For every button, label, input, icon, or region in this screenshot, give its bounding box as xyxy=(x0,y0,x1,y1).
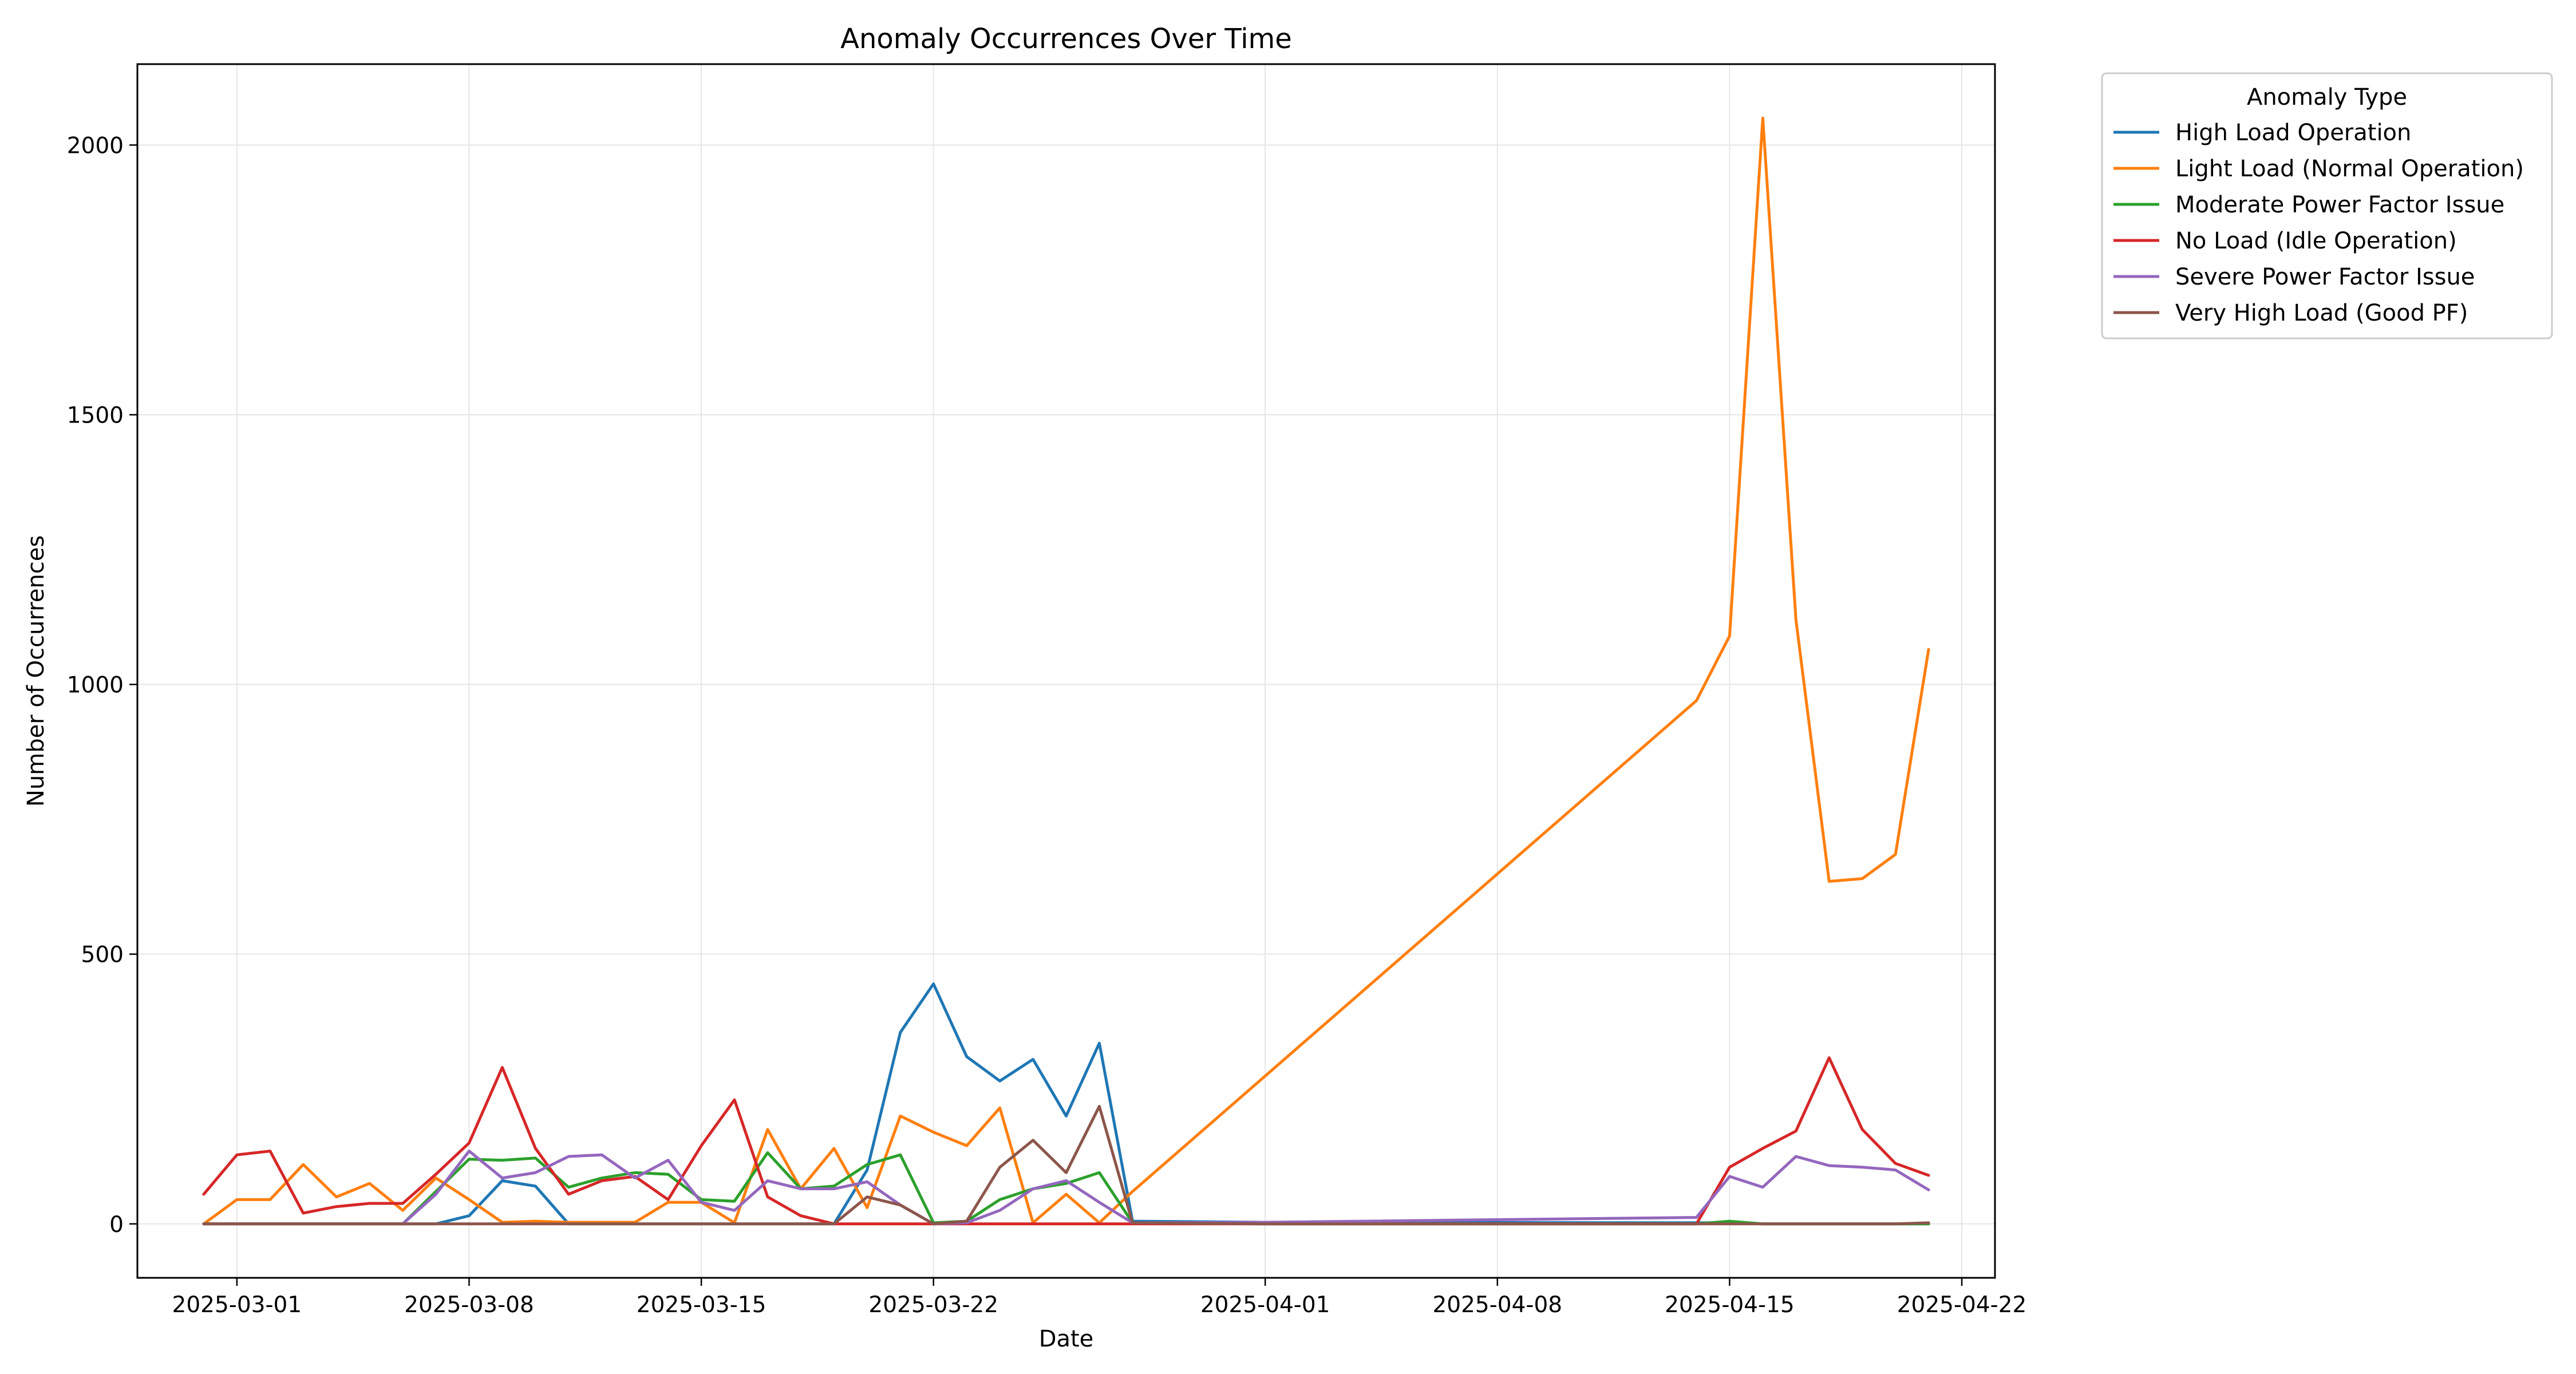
legend-item: High Load Operation xyxy=(2113,120,2411,146)
legend-label: No Load (Idle Operation) xyxy=(2175,228,2457,254)
legend-title: Anomaly Type xyxy=(2247,84,2407,110)
legend-item: Very High Load (Good PF) xyxy=(2113,300,2468,326)
x-tick-label: 2025-03-01 xyxy=(172,1292,302,1318)
legend-items: High Load Operation Light Load (Normal Op… xyxy=(2113,120,2524,326)
plot-area-frame xyxy=(136,63,1996,1279)
legend-label: Severe Power Factor Issue xyxy=(2175,264,2475,290)
y-tick-label: 1000 xyxy=(67,673,124,698)
y-axis-title: Number of Occurrences xyxy=(23,535,49,807)
axis-ticks: 2025-03-01 2025-03-08 2025-03-15 2025-03-22… xyxy=(67,133,2027,1318)
series-lines xyxy=(202,116,1930,1226)
legend-label: High Load Operation xyxy=(2175,120,2411,146)
chart-title: Anomaly Occurrences Over Time xyxy=(840,23,1292,55)
y-tick-label: 500 xyxy=(81,942,124,968)
legend-label: Moderate Power Factor Issue xyxy=(2175,192,2504,218)
legend-item: Light Load (Normal Operation) xyxy=(2113,156,2524,182)
legend: Anomaly Type High Load Operation Light Lo… xyxy=(2101,72,2553,339)
x-tick-label: 2025-04-15 xyxy=(1665,1292,1795,1318)
x-tick-label: 2025-03-22 xyxy=(868,1292,998,1318)
series-line xyxy=(202,1150,1930,1226)
series-line xyxy=(202,1056,1930,1226)
legend-item: Moderate Power Factor Issue xyxy=(2113,192,2504,218)
y-tick-label: 0 xyxy=(109,1212,124,1238)
legend-item: Severe Power Factor Issue xyxy=(2113,264,2475,290)
x-tick-label: 2025-04-08 xyxy=(1432,1292,1562,1318)
x-tick-label: 2025-04-01 xyxy=(1200,1292,1330,1318)
y-tick-label: 1500 xyxy=(67,402,124,428)
legend-item: No Load (Idle Operation) xyxy=(2113,228,2457,254)
legend-label: Light Load (Normal Operation) xyxy=(2175,156,2524,182)
x-axis-title: Date xyxy=(1039,1326,1094,1352)
legend-label: Very High Load (Good PF) xyxy=(2175,300,2468,326)
legend-box xyxy=(2101,72,2553,339)
y-tick-label: 2000 xyxy=(67,133,124,159)
series-line xyxy=(202,1104,1930,1226)
x-tick-label: 2025-03-08 xyxy=(404,1292,534,1318)
x-tick-label: 2025-03-15 xyxy=(637,1292,767,1318)
x-tick-label: 2025-04-22 xyxy=(1897,1292,2027,1318)
